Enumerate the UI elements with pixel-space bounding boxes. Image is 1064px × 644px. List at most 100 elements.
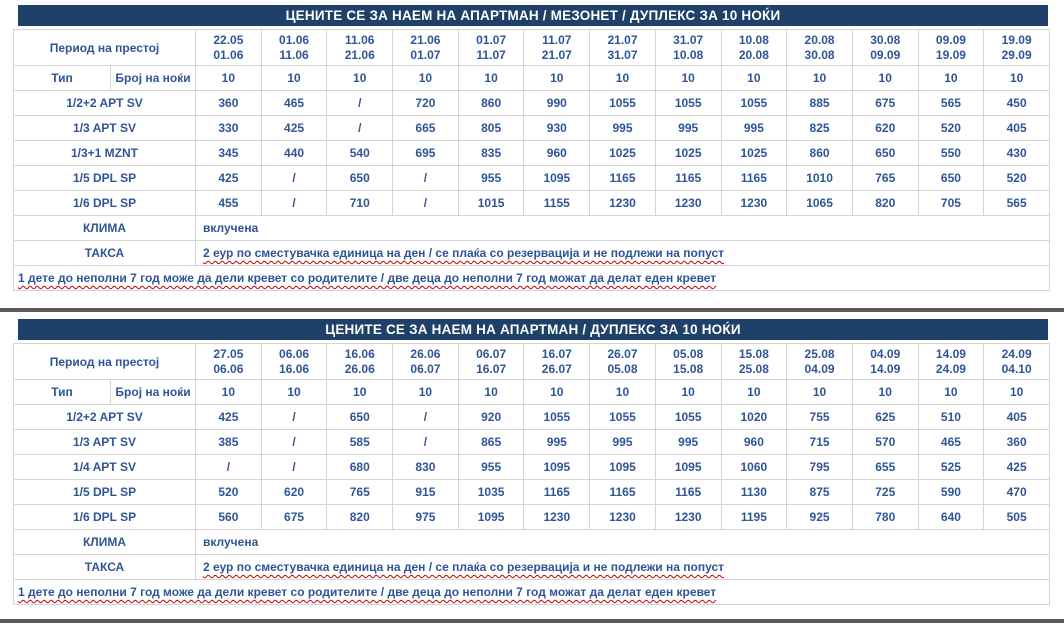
price-cell: 1230 [720, 190, 788, 216]
period-start-date: 26.06 [410, 346, 441, 361]
price-cell: 655 [851, 454, 919, 480]
period-start-date: 04.09 [870, 346, 901, 361]
period-range-cell: 21.06 01.07 [392, 29, 459, 66]
taksa-label: ТАКСА [12, 240, 197, 266]
price-cell: 875 [786, 479, 853, 505]
period-start-date: 06.06 [279, 346, 310, 361]
period-range-cell: 06.07 16.07 [457, 343, 525, 380]
price-table-section-2: ЦЕНИТЕ СЕ ЗА НАЕМ НА АПАРТМАН / ДУПЛЕКС … [0, 319, 1064, 605]
price-cell: 955 [457, 454, 525, 480]
price-cell: 680 [326, 454, 394, 480]
klima-label: КЛИМА [12, 529, 197, 555]
price-cell: 1165 [720, 165, 788, 191]
period-start-date: 15.08 [738, 346, 769, 361]
period-end-date: 04.10 [1001, 361, 1032, 376]
price-cell: 675 [260, 504, 328, 530]
klima-label: КЛИМА [12, 215, 197, 241]
price-cell: 780 [851, 504, 919, 530]
taksa-value-cell: 2 еур по сместувачка единица на ден / се… [195, 240, 1050, 266]
price-cell: 1095 [523, 165, 591, 191]
price-cell: 830 [392, 454, 459, 480]
price-cell: 1130 [720, 479, 788, 505]
price-cell: 405 [983, 404, 1050, 430]
nights-value-cell: 10 [195, 379, 262, 405]
price-cell: 505 [983, 504, 1050, 530]
price-cell: 520 [195, 479, 262, 505]
table-title: ЦЕНИТЕ СЕ ЗА НАЕМ НА АПАРТМАН / МЕЗОНЕТ … [18, 5, 1048, 26]
price-cell: 865 [457, 429, 525, 455]
period-range-cell: 11.06 21.06 [326, 29, 394, 66]
period-start-date: 24.09 [1001, 346, 1032, 361]
nights-value-cell: 10 [851, 379, 919, 405]
price-cell: 465 [260, 90, 328, 116]
unit-type-label: 1/2+2 APT SV [12, 90, 197, 116]
price-cell: 1060 [720, 454, 788, 480]
price-row: 1/2+2 APT SV 360 465/720 860 990 1055 1055 1055… [12, 90, 1050, 116]
period-end-date: 21.07 [541, 47, 572, 62]
price-cell: 755 [786, 404, 853, 430]
nights-header-label: Број на ноќи [109, 65, 197, 91]
price-cell: / [392, 165, 459, 191]
type-header-label: Тип [13, 65, 111, 91]
price-cell: 565 [983, 190, 1050, 216]
nights-value-cell: 10 [720, 379, 788, 405]
period-range-cell: 22.05 01.06 [195, 29, 262, 66]
price-cell: 425 [195, 404, 262, 430]
nights-value-cell: 10 [589, 379, 656, 405]
price-cell: 1165 [589, 165, 656, 191]
price-cell: 1095 [654, 454, 722, 480]
unit-type-label: 1/6 DPL SP [12, 504, 197, 530]
period-start-date: 06.07 [476, 346, 507, 361]
nights-value-cell: 10 [457, 65, 525, 91]
nights-header-label: Број на ноќи [109, 379, 197, 405]
price-cell: 1165 [654, 479, 722, 505]
footnote-row: 1 дете до неполни 7 год може да дели кре… [13, 265, 1050, 291]
price-cell: 360 [983, 429, 1050, 455]
period-start-date: 22.05 [213, 32, 244, 47]
period-end-date: 14.09 [870, 361, 901, 376]
price-cell: 1195 [720, 504, 788, 530]
price-cell: 1165 [654, 165, 722, 191]
period-start-date: 30.08 [870, 32, 901, 47]
period-end-date: 25.08 [738, 361, 769, 376]
price-row: 1/6 DPL SP 560 675 820 975 1095 1230 1230 1230 11… [12, 504, 1050, 530]
price-cell: 1230 [654, 504, 722, 530]
period-end-date: 24.09 [935, 361, 966, 376]
period-range-cell: 01.06 11.06 [260, 29, 328, 66]
period-end-date: 19.09 [935, 47, 966, 62]
taksa-text: 2 еур по сместувачка единица на ден / се… [203, 560, 725, 574]
price-cell: 590 [917, 479, 985, 505]
price-cell: 960 [720, 429, 788, 455]
period-range-cell: 09.09 19.09 [917, 29, 985, 66]
period-range-cell: 30.08 09.09 [851, 29, 919, 66]
price-cell: / [260, 454, 328, 480]
period-start-date: 31.07 [673, 32, 704, 47]
price-table: Период на престој 27.05 06.06 06.06 16.06 16.… [12, 343, 1050, 605]
price-cell: 995 [654, 115, 722, 141]
nights-row: Тип Број на ноќи 10 10 10 10 10 10 10 10 10 10 10 10 1… [13, 65, 1050, 91]
price-cell: 1055 [654, 404, 722, 430]
price-cell: 440 [260, 140, 328, 166]
price-row: 1/6 DPL SP 455/710/1015 1155 1230 1230 1230 10… [12, 190, 1050, 216]
price-cell: 650 [326, 404, 394, 430]
price-cell: 1095 [589, 454, 656, 480]
price-cell: 1095 [457, 504, 525, 530]
period-range-cell: 14.09 24.09 [917, 343, 985, 380]
price-cell: 1095 [523, 454, 591, 480]
footnote-cell: 1 дете до неполни 7 год може да дели кре… [13, 265, 1050, 291]
price-row: 1/5 DPL SP 520 620 765 915 1035 1165 1165 1165 11… [12, 479, 1050, 505]
nights-value-cell: 10 [457, 379, 525, 405]
price-cell: 1055 [589, 90, 656, 116]
nights-value-cell: 10 [786, 379, 853, 405]
period-range-cell: 19.09 29.09 [983, 29, 1050, 66]
nights-value-cell: 10 [786, 65, 853, 91]
price-cell: 1010 [786, 165, 853, 191]
price-cell: 1055 [523, 404, 591, 430]
price-cell: 1020 [720, 404, 788, 430]
period-start-date: 20.08 [804, 32, 835, 47]
price-cell: 620 [851, 115, 919, 141]
price-cell: 625 [851, 404, 919, 430]
price-row: 1/3 APT SV 330 425/665 805 930 995 995 995 825 62… [12, 115, 1050, 141]
price-cell: 585 [326, 429, 394, 455]
